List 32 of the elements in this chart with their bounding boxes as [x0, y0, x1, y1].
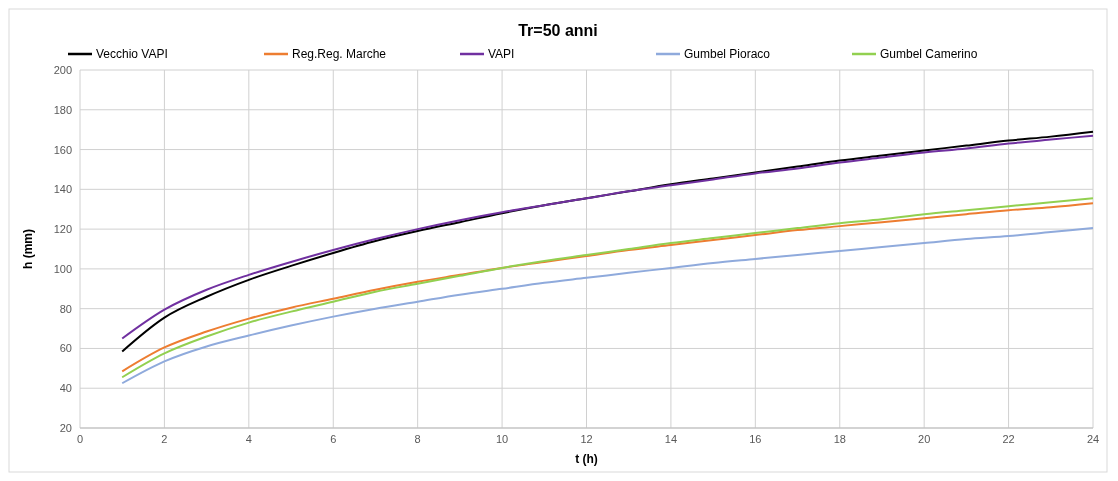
x-tick-label: 6 [330, 433, 337, 445]
x-tick-label: 2 [161, 433, 168, 445]
chart-title: Tr=50 anni [518, 22, 598, 39]
y-tick-label: 60 [59, 342, 72, 355]
line-series [121, 227, 1094, 385]
x-tick-label: 12 [580, 433, 593, 445]
legend-label: VAPI [488, 47, 515, 61]
x-tick-label: 18 [833, 433, 846, 445]
x-tick-label: 10 [495, 433, 509, 445]
y-tick-label: 160 [53, 143, 72, 156]
x-tick-label: 20 [918, 433, 931, 445]
x-tick-label: 4 [245, 433, 252, 445]
y-tick-label: 200 [53, 64, 72, 76]
legend-label: Vecchio VAPI [96, 47, 168, 61]
legend-label: Gumbel Camerino [880, 47, 978, 61]
y-tick-label: 140 [53, 183, 72, 196]
x-tick-label: 0 [76, 433, 84, 445]
y-tick-label: 40 [59, 382, 72, 395]
y-tick-label: 80 [59, 302, 72, 315]
x-tick-label: 16 [749, 433, 762, 445]
x-axis-title: t (h) [575, 452, 598, 466]
y-tick-label: 180 [53, 103, 72, 116]
y-axis-title: h (mm) [21, 229, 35, 269]
legend-label: Gumbel Pioraco [684, 47, 771, 61]
legend-label: Reg.Reg. Marche [292, 47, 387, 61]
y-tick-label: 120 [53, 223, 72, 236]
y-tick-label: 20 [59, 422, 72, 434]
x-tick-label: 22 [1002, 433, 1015, 445]
x-tick-label: 8 [414, 433, 421, 445]
x-tick-label: 14 [664, 433, 678, 445]
y-tick-label: 100 [53, 262, 72, 275]
x-tick-label: 24 [1086, 433, 1100, 445]
